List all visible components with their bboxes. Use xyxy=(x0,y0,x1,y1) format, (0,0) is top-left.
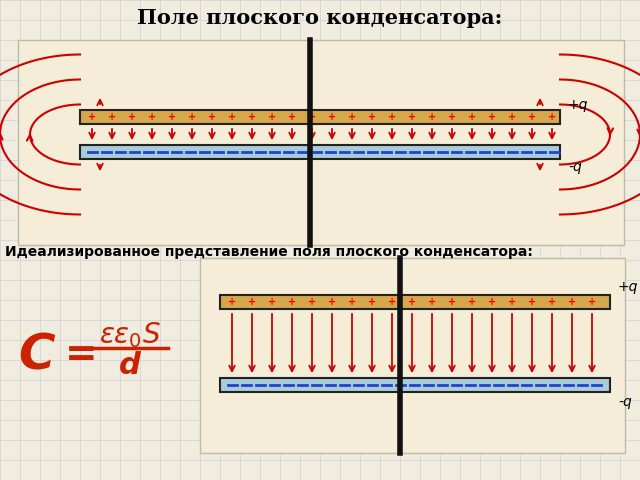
Text: +: + xyxy=(108,112,116,122)
Text: $\varepsilon\varepsilon_0 S$: $\varepsilon\varepsilon_0 S$ xyxy=(99,320,161,350)
Text: +: + xyxy=(448,112,456,122)
Bar xyxy=(220,378,610,392)
Text: +: + xyxy=(348,112,356,122)
Text: -q: -q xyxy=(568,160,582,174)
Text: +: + xyxy=(508,112,516,122)
Bar xyxy=(80,110,560,124)
Text: +: + xyxy=(548,112,556,122)
Text: +: + xyxy=(288,297,296,307)
Text: +: + xyxy=(168,112,176,122)
Text: +: + xyxy=(148,112,156,122)
Text: d: d xyxy=(119,350,141,380)
Text: +: + xyxy=(248,297,256,307)
Text: -q: -q xyxy=(618,395,632,409)
Text: +: + xyxy=(268,112,276,122)
Text: =: = xyxy=(65,336,98,374)
Bar xyxy=(220,295,610,309)
Text: +: + xyxy=(228,297,236,307)
Text: +: + xyxy=(268,297,276,307)
Text: +: + xyxy=(128,112,136,122)
Text: Идеализированное представление поля плоского конденсатора:: Идеализированное представление поля плос… xyxy=(5,245,533,259)
Text: +: + xyxy=(488,112,496,122)
Text: C: C xyxy=(18,331,55,379)
Text: +: + xyxy=(548,297,556,307)
Bar xyxy=(200,258,625,453)
Text: +: + xyxy=(388,297,396,307)
Text: +: + xyxy=(508,297,516,307)
Text: +: + xyxy=(288,112,296,122)
Text: +: + xyxy=(388,112,396,122)
Text: +: + xyxy=(468,297,476,307)
Text: +: + xyxy=(328,297,336,307)
Text: +: + xyxy=(228,112,236,122)
Text: +: + xyxy=(488,297,496,307)
Text: +: + xyxy=(588,297,596,307)
Text: +: + xyxy=(188,112,196,122)
Bar xyxy=(18,40,624,245)
Text: +: + xyxy=(528,297,536,307)
Text: +: + xyxy=(408,112,416,122)
Text: +: + xyxy=(328,112,336,122)
Text: +: + xyxy=(448,297,456,307)
Text: +: + xyxy=(528,112,536,122)
Text: +: + xyxy=(348,297,356,307)
Text: +: + xyxy=(308,297,316,307)
Text: +: + xyxy=(88,112,96,122)
Text: +: + xyxy=(428,297,436,307)
Text: +q: +q xyxy=(618,280,638,294)
Text: +: + xyxy=(568,297,576,307)
Text: +: + xyxy=(428,112,436,122)
Text: +: + xyxy=(368,297,376,307)
Text: +: + xyxy=(308,112,316,122)
Text: +: + xyxy=(408,297,416,307)
Text: Поле плоского конденсатора:: Поле плоского конденсатора: xyxy=(138,8,502,28)
Text: +q: +q xyxy=(568,98,588,112)
Text: +: + xyxy=(248,112,256,122)
Text: +: + xyxy=(468,112,476,122)
Text: +: + xyxy=(208,112,216,122)
Text: +: + xyxy=(368,112,376,122)
Bar xyxy=(80,145,560,159)
